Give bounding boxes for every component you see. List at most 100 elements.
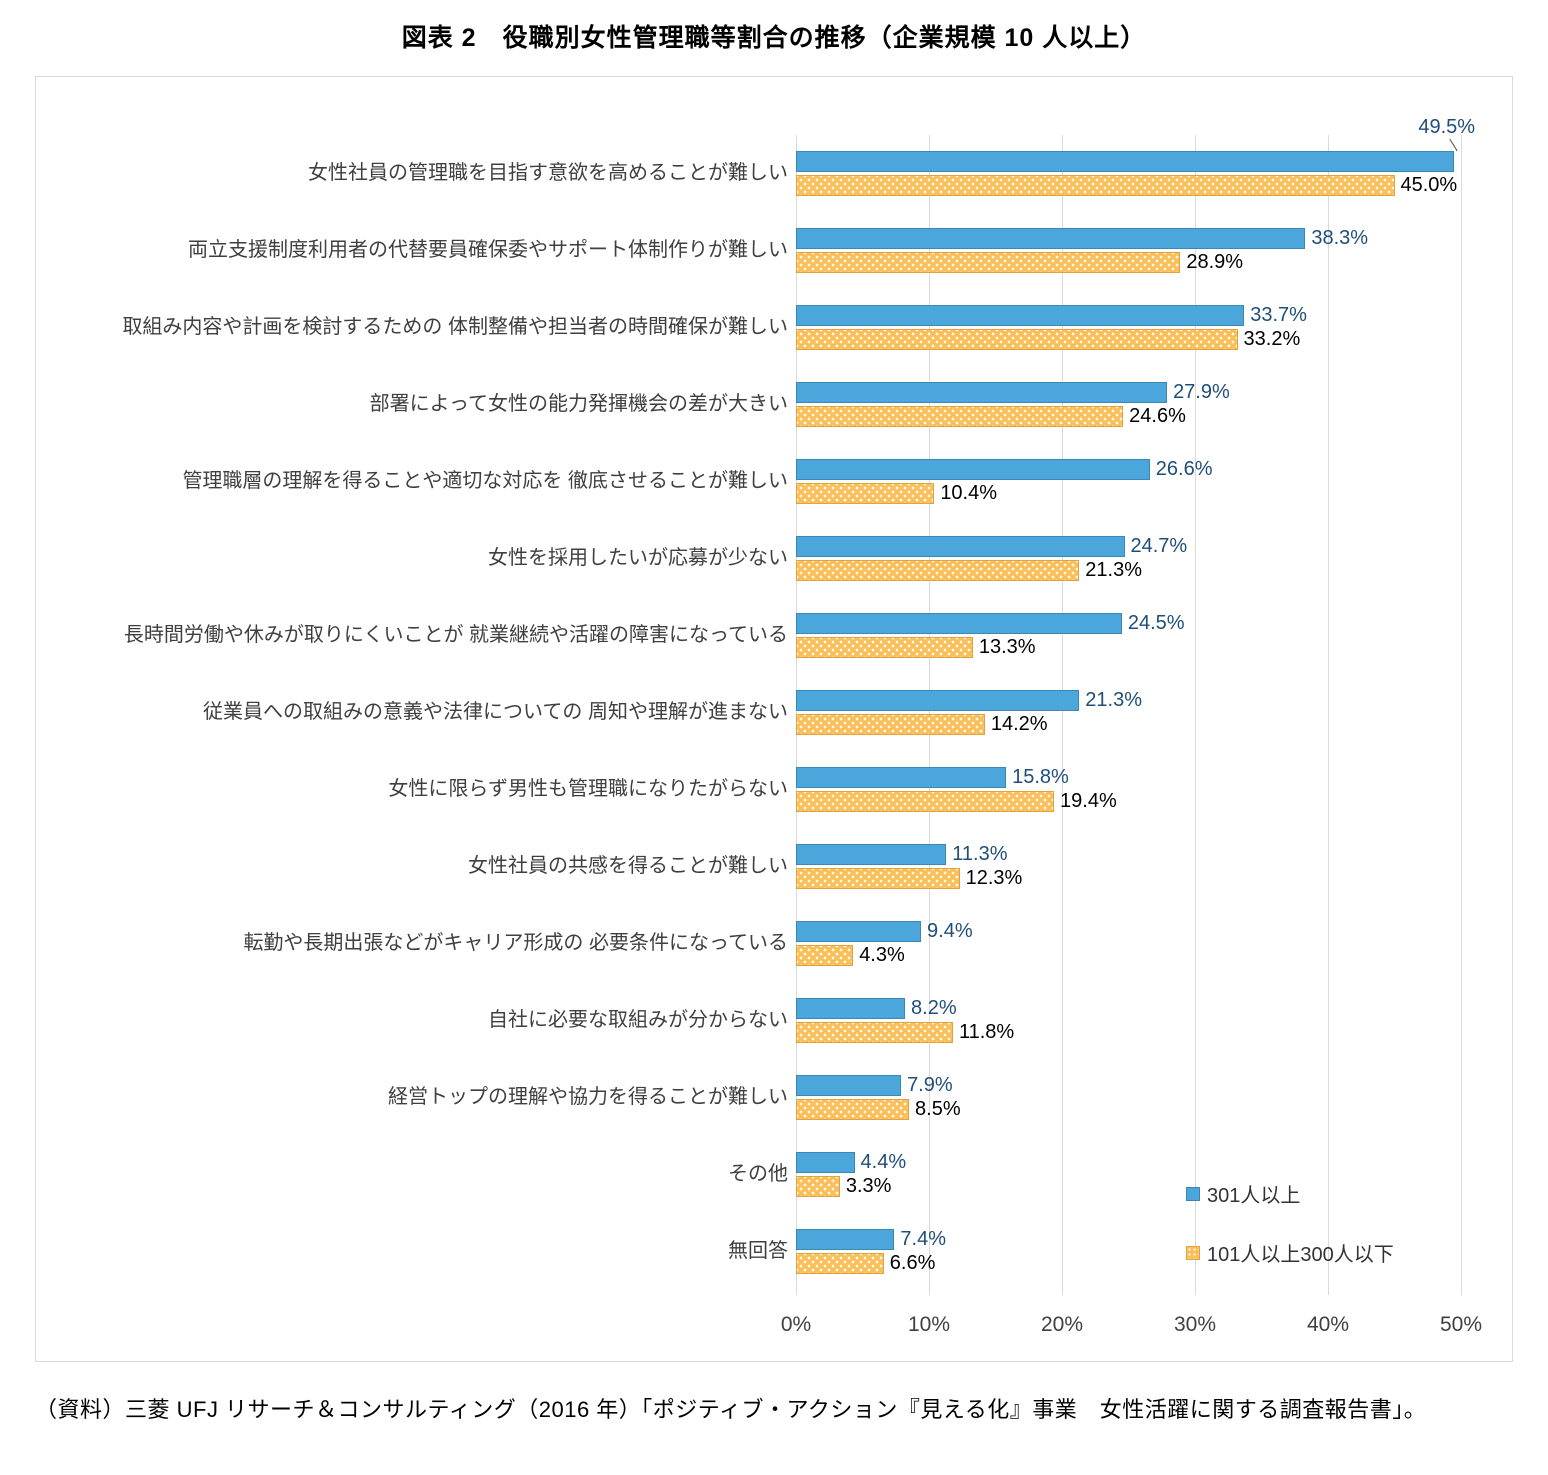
bar-301-plus	[796, 997, 906, 1019]
value-label: 11.3%	[952, 842, 1008, 865]
legend-swatch-101-300	[1186, 1245, 1200, 1260]
bar-line: 7.9%	[796, 1073, 1461, 1098]
value-label: 38.3%	[1311, 226, 1369, 249]
bar-101-300	[796, 790, 1055, 812]
value-label: 7.4%	[900, 1227, 946, 1250]
legend-item: 101人以上300人以下	[1186, 1238, 1394, 1267]
bar-line: 19.4%	[796, 789, 1461, 814]
bar-line: 33.7%	[796, 303, 1461, 328]
bar-line: 24.5%	[796, 611, 1461, 636]
x-axis: 0% 10% 20% 30% 40% 50%	[781, 1313, 1482, 1343]
value-label: 19.4%	[1060, 789, 1117, 812]
bar-101-300	[796, 713, 985, 735]
bar-line: 38.3%	[796, 226, 1461, 251]
legend-item: 301人以上	[1186, 1179, 1394, 1208]
bar-101-300	[796, 1175, 840, 1197]
value-label: 26.6%	[1155, 457, 1213, 480]
x-axis-tick: 30%	[1173, 1313, 1217, 1336]
bar-line: 15.8%	[796, 766, 1461, 790]
value-label: 33.2%	[1243, 327, 1301, 350]
bar-line: 49.5%	[796, 116, 1475, 174]
bar-301-plus	[796, 150, 1455, 172]
legend-label: 301人以上	[1207, 1185, 1301, 1207]
bar-101-300	[796, 1098, 910, 1120]
chart-row: 転勤や長期出張などがキャリア形成の 必要条件になっている 9.4% 4.3%	[44, 905, 1504, 982]
chart-row: 管理職層の理解を得ることや適切な対応を 徹底させることが難しい 26.6% 10.4…	[44, 443, 1504, 520]
bar-line: 8.5%	[796, 1097, 1461, 1122]
bar-301-plus	[796, 689, 1080, 711]
gridline	[1461, 135, 1462, 1295]
bar-line: 13.3%	[796, 635, 1461, 660]
bar-101-300	[796, 1252, 884, 1274]
chart-row: 無回答 7.4% 6.6%	[44, 1213, 1504, 1290]
bar-line: 24.7%	[796, 534, 1461, 559]
bar-101-300	[796, 174, 1395, 196]
bar-line: 9.4%	[796, 919, 1461, 944]
x-axis-tick: 50%	[1439, 1313, 1483, 1336]
value-label: 28.9%	[1186, 250, 1244, 273]
bar-301-plus	[796, 458, 1150, 480]
bar-line: 28.9%	[796, 250, 1461, 275]
row-bars: 27.9% 24.6%	[796, 381, 1461, 429]
chart-row: 女性を採用したいが応募が少ない 24.7% 21.3%	[44, 520, 1504, 597]
category-label: 管理職層の理解を得ることや適切な対応を 徹底させることが難しい	[182, 470, 788, 492]
bar-301-plus	[796, 227, 1306, 249]
row-bars: 21.3% 14.2%	[796, 689, 1461, 737]
value-label: 24.7%	[1130, 534, 1188, 557]
chart-row: 従業員への取組みの意義や法律についての 周知や理解が進まない 21.3% 14.2%	[44, 674, 1504, 751]
bar-301-plus	[796, 1228, 895, 1250]
category-label: 長時間労働や休みが取りにくいことが 就業継続や活躍の障害になっている	[123, 624, 788, 646]
row-bars: 15.8% 19.4%	[796, 766, 1461, 814]
row-bars: 26.6% 10.4%	[796, 458, 1461, 506]
bar-301-plus	[796, 1074, 902, 1096]
value-label: 24.5%	[1127, 611, 1185, 634]
value-label: 49.5%	[1418, 115, 1476, 138]
value-label: 9.4%	[927, 919, 973, 942]
value-label: 33.7%	[1250, 303, 1307, 326]
row-bars: 7.4% 6.6%	[796, 1228, 1461, 1276]
chart-box: 女性社員の管理職を目指す意欲を高めることが難しい 49.5% 45.0% 両立支援制度…	[35, 76, 1513, 1362]
legend-label: 101人以上300人以下	[1207, 1244, 1394, 1266]
row-bars: 9.4% 4.3%	[796, 920, 1461, 968]
chart-row: 両立支援制度利用者の代替要員確保委やサポート体制作りが難しい 38.3% 28.9%	[44, 212, 1504, 289]
value-label: 21.3%	[1085, 558, 1142, 581]
row-bars: 24.7% 21.3%	[796, 535, 1461, 583]
chart-row: 自社に必要な取組みが分からない 8.2% 11.8%	[44, 982, 1504, 1059]
leader-line	[1449, 138, 1458, 151]
bar-line: 21.3%	[796, 558, 1461, 583]
gridline	[1195, 135, 1196, 1295]
bar-101-300	[796, 944, 854, 966]
bar-301-plus	[796, 381, 1168, 403]
bar-101-300	[796, 328, 1238, 350]
category-label: 両立支援制度利用者の代替要員確保委やサポート体制作りが難しい	[188, 239, 788, 261]
value-label: 8.5%	[915, 1097, 961, 1120]
bar-line: 21.3%	[796, 688, 1461, 713]
plot-rows: 女性社員の管理職を目指す意欲を高めることが難しい 49.5% 45.0% 両立支援制度…	[44, 116, 1504, 1290]
bar-line: 26.6%	[796, 457, 1461, 482]
bar-line: 24.6%	[796, 405, 1461, 429]
bar-line: 3.3%	[796, 1175, 1461, 1199]
value-label: 13.3%	[978, 635, 1036, 658]
bar-line: 8.2%	[796, 997, 1461, 1021]
category-label: 女性に限らず男性も管理職になりたがらない	[388, 778, 788, 800]
x-axis-tick: 20%	[1040, 1313, 1084, 1336]
bar-301-plus	[796, 304, 1245, 326]
category-label: 従業員への取組みの意義や法律についての 周知や理解が進まない	[203, 701, 788, 723]
value-label: 7.9%	[907, 1073, 953, 1096]
bar-line: 45.0%	[796, 174, 1461, 198]
value-label: 21.3%	[1085, 688, 1142, 711]
bar-301-plus	[796, 612, 1122, 634]
chart-row: その他 4.4% 3.3%	[44, 1136, 1504, 1213]
category-label: その他	[728, 1163, 788, 1185]
x-axis-tick: 10%	[907, 1313, 951, 1336]
bar-301-plus	[796, 920, 922, 942]
value-label: 11.8%	[958, 1020, 1015, 1043]
bar-line: 4.4%	[796, 1150, 1461, 1175]
category-label: 転勤や長期出張などがキャリア形成の 必要条件になっている	[243, 932, 788, 954]
value-label: 4.3%	[859, 943, 905, 966]
category-label: 無回答	[728, 1240, 788, 1262]
bar-101-300	[796, 482, 935, 504]
value-label: 4.4%	[860, 1150, 907, 1173]
value-label: 14.2%	[990, 712, 1048, 735]
